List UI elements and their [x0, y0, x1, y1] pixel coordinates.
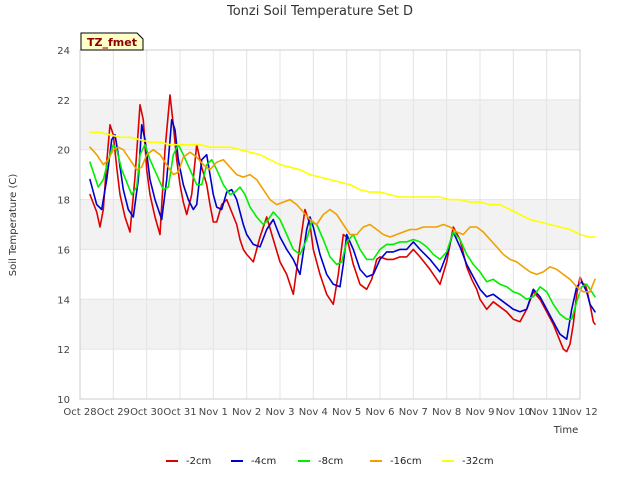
x-tick-label: Nov 3	[265, 407, 294, 418]
annotation-label: TZ_fmet	[87, 36, 137, 49]
x-tick-label: Nov 8	[432, 407, 461, 418]
legend-label: -4cm	[251, 456, 276, 467]
x-axis-ticks: Oct 28 Oct 29 Oct 30 Oct 31 Nov 1 Nov 2 Nov 3 N…	[63, 407, 597, 418]
x-tick-label: Nov 12	[562, 407, 597, 418]
series-lines	[89, 94, 596, 353]
x-tick-label: Nov 10	[496, 407, 531, 418]
x-tick-label: Nov 1	[199, 407, 228, 418]
x-tick-label: Nov 4	[299, 407, 328, 418]
y-tick-label: 24	[57, 46, 70, 57]
y-tick-label: 18	[57, 196, 70, 207]
background-band	[80, 299, 580, 350]
legend: -2cm -4cm -8cm -16cm -32cm	[166, 456, 494, 467]
annotation-shape	[80, 32, 144, 51]
x-tick-label: Nov 6	[365, 407, 394, 418]
y-axis-title: Soil Temperature (C)	[8, 174, 19, 277]
y-tick-label: 20	[57, 146, 70, 157]
y-axis-ticks: 10 12 14 16 18 20 22 24	[57, 46, 70, 406]
y-tick-label: 10	[57, 395, 70, 406]
x-tick-label: Nov 9	[465, 407, 494, 418]
chart-title: Tonzi Soil Temperature Set D	[226, 4, 413, 19]
x-axis-title: Time	[553, 425, 578, 436]
legend-label: -8cm	[318, 456, 343, 467]
series-line-8cmcm	[89, 143, 596, 321]
series-line-4cmcm	[89, 119, 596, 341]
plot-frame	[79, 49, 581, 400]
legend-label: -16cm	[390, 456, 422, 467]
series-line-16cmcm	[89, 146, 596, 293]
legend-label: -32cm	[462, 456, 494, 467]
plot-background	[80, 99, 580, 350]
background-band	[80, 99, 580, 150]
x-tick-label: Nov 7	[399, 407, 428, 418]
x-tick-label: Nov 2	[232, 407, 261, 418]
x-tick-label: Oct 28	[63, 407, 96, 418]
legend-label: -2cm	[186, 456, 211, 467]
x-tick-label: Oct 29	[97, 407, 130, 418]
y-tick-label: 22	[57, 96, 70, 107]
x-tick-label: Nov 11	[529, 407, 564, 418]
y-tick-label: 12	[57, 345, 70, 356]
series-line-32cmcm	[89, 131, 596, 238]
y-tick-label: 14	[57, 295, 70, 306]
x-tick-label: Nov 5	[332, 407, 361, 418]
x-tick-label: Oct 31	[163, 407, 196, 418]
x-tick-label: Oct 30	[130, 407, 163, 418]
y-tick-label: 16	[57, 245, 70, 256]
annotation-box: TZ_fmet	[80, 32, 144, 51]
